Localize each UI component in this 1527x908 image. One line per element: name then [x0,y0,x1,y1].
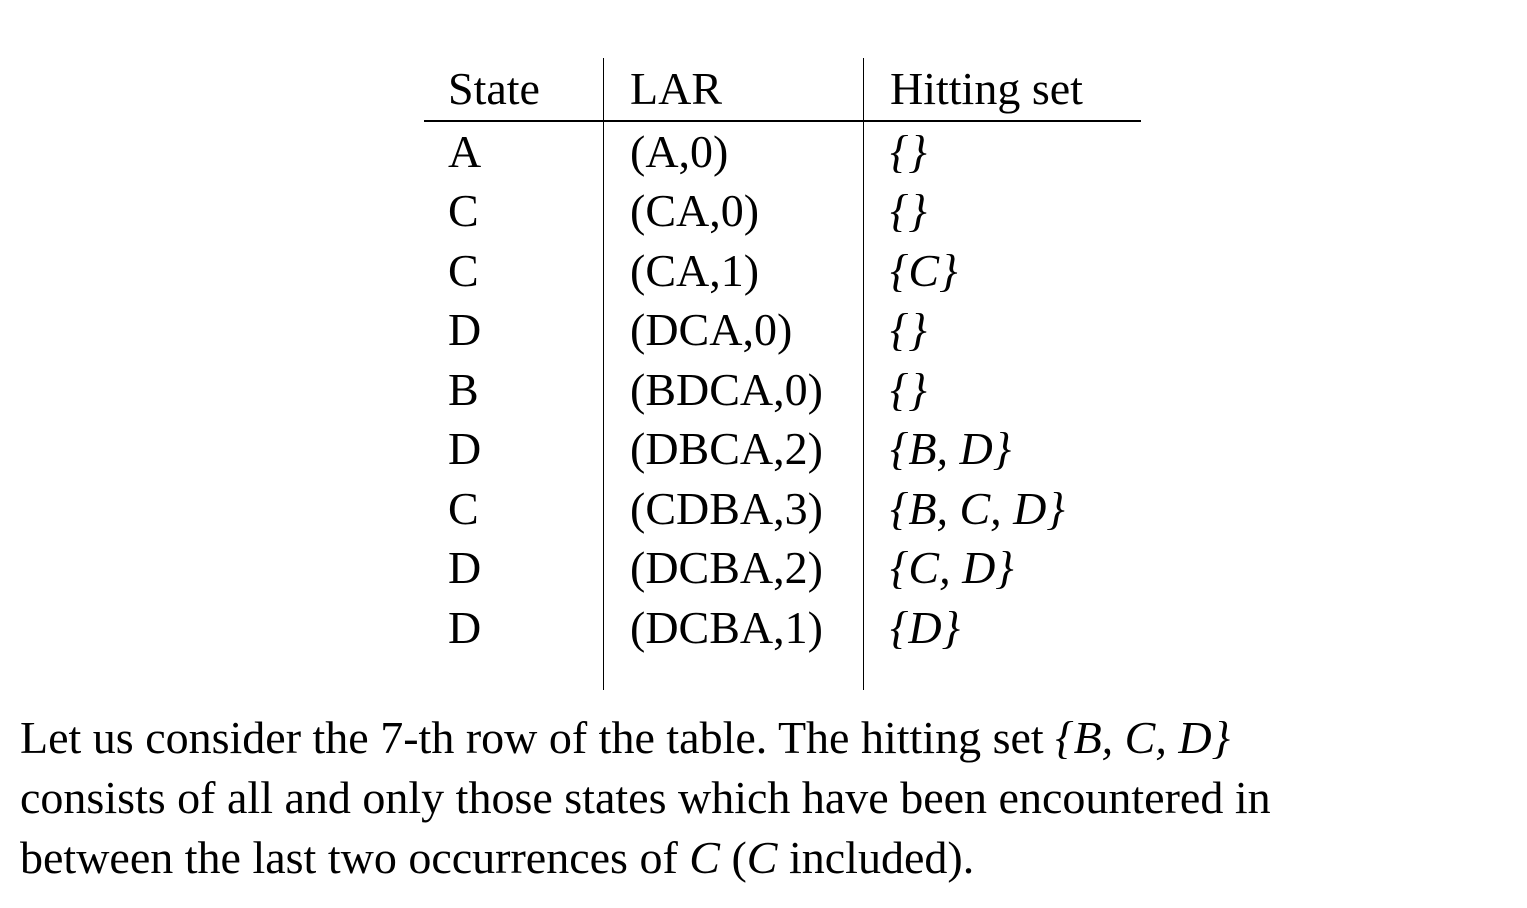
paragraph-text: consists of all and only those states wh… [20,772,1271,823]
cell-lar: (DCA,0) [603,300,864,360]
cell-state: C [448,482,479,534]
hitting-set-value: {C} [890,244,958,296]
cell-lar: (DCBA,1) [603,598,864,658]
cell-hitting-set: {} [863,360,1141,420]
cell-hitting-set: {D} [863,598,1141,658]
cell-state: D [448,304,482,356]
hitting-set-value: {B, C, D} [890,482,1065,534]
explanation-paragraph: Let us consider the 7-th row of the tabl… [20,708,1500,888]
cell-hitting-set: {} [863,300,1141,360]
cell-lar: (CDBA,3) [603,479,864,539]
cell-state: B [448,363,479,415]
empty-cell [424,658,604,690]
paragraph-text: included). [777,832,975,883]
cell-lar: (CA,0) [603,181,864,241]
math-state-c: C [689,832,720,883]
cell-state: D [448,601,482,653]
cell-state: D [448,542,482,594]
hitting-set-value: {} [890,363,927,415]
cell-hitting-set: {C, D} [863,538,1141,598]
cell-state: C [448,185,479,237]
paragraph-line: Let us consider the 7-th row of the tabl… [20,708,1500,768]
hitting-set-value: {} [890,185,927,237]
empty-cell [863,657,1141,690]
cell-lar: (DCBA,2) [603,538,864,598]
table-rule-extension [424,657,1141,690]
cell-state: C [448,244,479,296]
table-row: A (A,0) {} [424,121,1141,182]
table-row: D (DBCA,2) {B, D} [424,419,1141,479]
header-state: State [424,58,604,122]
cell-hitting-set: {B, D} [863,419,1141,479]
paragraph-line: between the last two occurrences of C (C… [20,828,1500,888]
hitting-set-value: {} [890,125,927,177]
cell-lar: (A,0) [603,121,864,182]
hitting-set-value: {D} [890,601,961,653]
paragraph-text: Let us consider the 7-th row of the tabl… [20,712,1056,763]
math-state-c: C [746,832,778,883]
math-hitting-set: {B, C, D} [1055,712,1230,763]
cell-state: A [448,125,482,177]
cell-lar: (BDCA,0) [603,360,864,420]
cell-hitting-set: {} [863,121,1141,182]
table-row: C (CA,1) {C} [424,241,1141,301]
header-lar: LAR [603,58,864,122]
empty-cell [603,657,864,690]
cell-hitting-set: {} [863,181,1141,241]
table-row: B (BDCA,0) {} [424,360,1141,420]
hitting-set-value: {B, D} [890,423,1012,475]
table-row: C (CA,0) {} [424,181,1141,241]
paragraph-text: between the last two occurrences of [20,832,690,883]
hitting-set-value: {} [890,304,927,356]
table-header-row: State LAR Hitting set [424,58,1141,122]
table-row: D (DCBA,1) {D} [424,598,1141,658]
cell-state: D [448,423,482,475]
lar-table: State LAR Hitting set A (A,0) {} C (CA,0… [424,58,1141,690]
cell-lar: (CA,1) [603,241,864,301]
table-row: D (DCBA,2) {C, D} [424,538,1141,598]
table-row: C (CDBA,3) {B, C, D} [424,479,1141,539]
paragraph-text: ( [719,832,747,883]
table-row: D (DCA,0) {} [424,300,1141,360]
cell-hitting-set: {B, C, D} [863,479,1141,539]
paragraph-line: consists of all and only those states wh… [20,768,1500,828]
cell-lar: (DBCA,2) [603,419,864,479]
cell-hitting-set: {C} [863,241,1141,301]
hitting-set-value: {C, D} [890,542,1014,594]
header-hitting-set: Hitting set [863,58,1141,122]
